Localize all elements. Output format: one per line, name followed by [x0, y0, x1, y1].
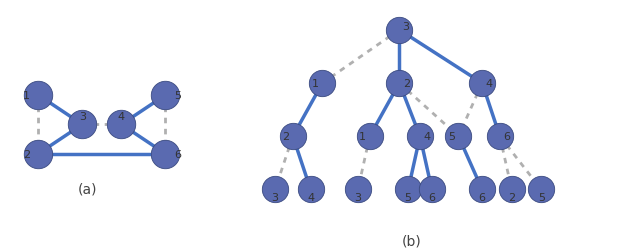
- Text: 3: 3: [402, 22, 409, 32]
- Point: [394, 29, 404, 33]
- Text: 6: 6: [428, 192, 435, 202]
- Point: [415, 135, 425, 139]
- Point: [536, 188, 547, 192]
- Text: 3: 3: [271, 192, 278, 202]
- Point: [477, 188, 487, 192]
- Point: [160, 152, 170, 156]
- Text: 4: 4: [486, 79, 493, 89]
- Text: 2: 2: [403, 79, 410, 89]
- Point: [394, 82, 404, 86]
- Point: [477, 82, 487, 86]
- Text: 5: 5: [175, 91, 182, 101]
- Text: 2: 2: [23, 149, 30, 159]
- Point: [495, 135, 505, 139]
- Text: 5: 5: [448, 132, 455, 142]
- Text: 3: 3: [79, 111, 86, 121]
- Point: [365, 135, 375, 139]
- Text: 6: 6: [504, 132, 511, 142]
- Text: 5: 5: [538, 192, 545, 202]
- Text: (b): (b): [401, 234, 421, 248]
- Text: 3: 3: [355, 192, 362, 202]
- Text: 1: 1: [359, 132, 366, 142]
- Point: [288, 135, 298, 139]
- Point: [427, 188, 437, 192]
- Point: [160, 94, 170, 98]
- Text: 1: 1: [23, 91, 30, 101]
- Text: 4: 4: [118, 111, 125, 121]
- Text: 2: 2: [282, 132, 289, 142]
- Text: 6: 6: [479, 192, 486, 202]
- Text: 4: 4: [424, 132, 431, 142]
- Point: [33, 94, 44, 98]
- Point: [270, 188, 280, 192]
- Text: 2: 2: [508, 192, 515, 202]
- Text: 6: 6: [175, 149, 182, 159]
- Point: [507, 188, 517, 192]
- Point: [403, 188, 413, 192]
- Point: [77, 123, 88, 127]
- Point: [317, 82, 328, 86]
- Point: [353, 188, 363, 192]
- Point: [305, 188, 316, 192]
- Text: (a): (a): [77, 181, 97, 195]
- Text: 4: 4: [307, 192, 314, 202]
- Text: 1: 1: [312, 79, 319, 89]
- Point: [116, 123, 127, 127]
- Text: 5: 5: [404, 192, 412, 202]
- Point: [453, 135, 463, 139]
- Point: [33, 152, 44, 156]
